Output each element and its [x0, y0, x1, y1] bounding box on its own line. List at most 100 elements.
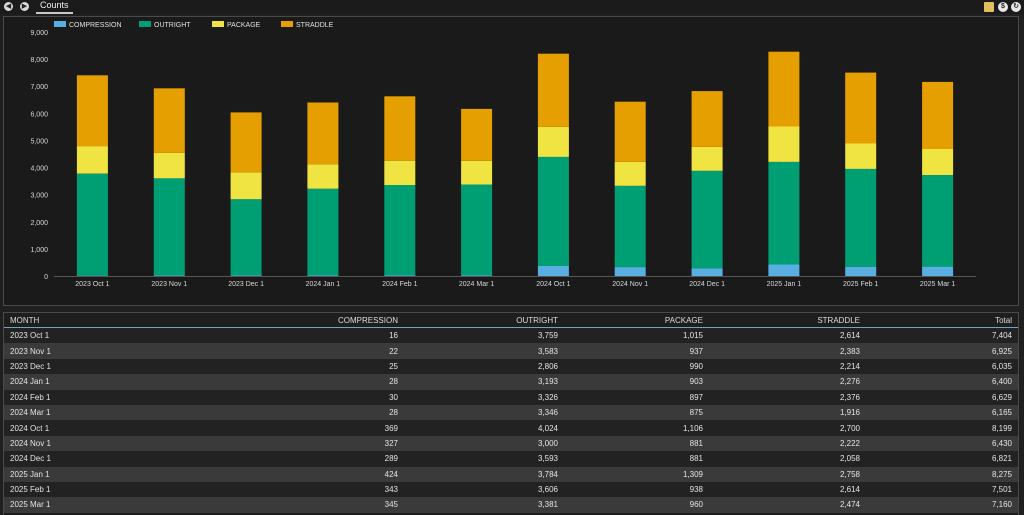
- bar-compression[interactable]: [845, 266, 877, 276]
- table-row[interactable]: 2025 Feb 1 343 3,606 938 2,614 7,501: [4, 481, 1018, 498]
- x-tick-label: 2025 Jan 1: [767, 281, 802, 288]
- cell-month: 2024 Mar 1: [4, 404, 194, 421]
- bar-straddle[interactable]: [922, 81, 954, 149]
- cell-value: 6,925: [866, 343, 1018, 359]
- legend-label-package[interactable]: PACKAGE: [227, 22, 261, 29]
- bar-compression[interactable]: [537, 266, 569, 276]
- settings-icon[interactable]: ↻: [1011, 2, 1021, 12]
- table-row[interactable]: 2024 Feb 1 30 3,326 897 2,376 6,629: [4, 389, 1018, 405]
- cell-value: 2,376: [709, 389, 866, 405]
- bar-outright[interactable]: [307, 188, 339, 276]
- cell-value: 2,276: [709, 374, 866, 390]
- table-row[interactable]: 2025 Jan 1 424 3,784 1,309 2,758 8,275: [4, 466, 1018, 482]
- bar-package[interactable]: [461, 160, 493, 185]
- cell-value: 1,015: [564, 327, 709, 344]
- table-row[interactable]: 2024 Dec 1 289 3,593 881 2,058 6,821: [4, 451, 1018, 467]
- prev-icon[interactable]: ◀: [4, 2, 13, 11]
- column-header-month[interactable]: MONTH: [4, 313, 194, 328]
- table-row[interactable]: 2023 Dec 1 25 2,806 990 2,214 6,035: [4, 358, 1018, 375]
- cell-month: 2023 Dec 1: [4, 358, 194, 375]
- bar-package[interactable]: [614, 161, 646, 186]
- column-header-compression[interactable]: COMPRESSION: [194, 313, 404, 328]
- bar-compression[interactable]: [922, 266, 954, 276]
- cell-month: 2023 Nov 1: [4, 343, 194, 359]
- legend-label-compression[interactable]: COMPRESSION: [69, 22, 122, 29]
- bar-package[interactable]: [230, 172, 262, 200]
- bar-package[interactable]: [691, 146, 723, 171]
- bar-outright[interactable]: [76, 173, 108, 276]
- bar-straddle[interactable]: [307, 102, 339, 165]
- bar-straddle[interactable]: [537, 53, 569, 127]
- bar-straddle[interactable]: [76, 75, 108, 147]
- cell-value: 28: [194, 374, 404, 390]
- bar-package[interactable]: [768, 126, 800, 162]
- bar-outright[interactable]: [768, 161, 800, 265]
- table-row[interactable]: 2024 Jan 1 28 3,193 903 2,276 6,400: [4, 374, 1018, 390]
- bar-straddle[interactable]: [461, 108, 493, 161]
- x-tick-label: 2024 Oct 1: [536, 281, 570, 288]
- bar-package[interactable]: [307, 164, 339, 189]
- tab-counts[interactable]: Counts: [36, 0, 73, 14]
- bar-package[interactable]: [76, 146, 108, 174]
- bar-compression[interactable]: [153, 275, 185, 276]
- cell-value: 345: [194, 497, 404, 513]
- cell-month: 2024 Dec 1: [4, 451, 194, 467]
- bar-outright[interactable]: [153, 178, 185, 276]
- bar-straddle[interactable]: [691, 91, 723, 147]
- legend-label-outright[interactable]: OUTRIGHT: [154, 22, 191, 29]
- table-row[interactable]: 2025 Mar 1 345 3,381 960 2,474 7,160: [4, 497, 1018, 513]
- cell-month: 2024 Jan 1: [4, 374, 194, 390]
- legend-label-straddle[interactable]: STRADDLE: [296, 22, 334, 29]
- column-header-outright[interactable]: OUTRIGHT: [404, 313, 564, 328]
- legend-swatch-straddle[interactable]: [281, 21, 293, 27]
- bar-outright[interactable]: [230, 199, 262, 276]
- cell-value: 960: [564, 497, 709, 513]
- table-row[interactable]: 2023 Oct 1 16 3,759 1,015 2,614 7,404: [4, 327, 1018, 344]
- cell-value: 3,193: [404, 374, 564, 390]
- bar-straddle[interactable]: [230, 112, 262, 173]
- column-header-package[interactable]: PACKAGE: [564, 313, 709, 328]
- table-row[interactable]: 2024 Oct 1 369 4,024 1,106 2,700 8,199: [4, 420, 1018, 436]
- x-tick-label: 2024 Feb 1: [382, 281, 418, 288]
- bar-outright[interactable]: [691, 170, 723, 269]
- document-icon[interactable]: [984, 2, 994, 12]
- column-header-total[interactable]: Total: [866, 313, 1018, 328]
- bar-outright[interactable]: [922, 175, 954, 267]
- legend-swatch-compression[interactable]: [54, 21, 66, 27]
- y-tick-label: 4,000: [30, 166, 48, 173]
- bar-outright[interactable]: [384, 185, 416, 276]
- bar-package[interactable]: [384, 160, 416, 185]
- bar-package[interactable]: [922, 149, 954, 175]
- column-header-straddle[interactable]: STRADDLE: [709, 313, 866, 328]
- table-row[interactable]: 2024 Nov 1 327 3,000 881 2,222 6,430: [4, 435, 1018, 452]
- bar-compression[interactable]: [384, 275, 416, 276]
- x-tick-label: 2024 Nov 1: [612, 281, 648, 288]
- bar-straddle[interactable]: [614, 101, 646, 162]
- cell-value: 6,629: [866, 389, 1018, 405]
- bar-outright[interactable]: [614, 185, 646, 268]
- bar-outright[interactable]: [845, 168, 877, 267]
- bar-package[interactable]: [845, 143, 877, 169]
- bar-compression[interactable]: [768, 264, 800, 277]
- bar-outright[interactable]: [461, 184, 493, 276]
- bar-compression[interactable]: [691, 268, 723, 276]
- table-row[interactable]: 2023 Nov 1 22 3,583 937 2,383 6,925: [4, 343, 1018, 359]
- table-row[interactable]: 2024 Mar 1 28 3,346 875 1,916 6,165: [4, 404, 1018, 421]
- bar-straddle[interactable]: [153, 88, 185, 153]
- next-icon[interactable]: ▶: [20, 2, 29, 11]
- bar-package[interactable]: [537, 126, 569, 157]
- bar-compression[interactable]: [614, 267, 646, 276]
- dollar-icon[interactable]: $: [998, 2, 1008, 12]
- y-tick-label: 1,000: [30, 247, 48, 254]
- bar-compression[interactable]: [230, 275, 262, 276]
- bar-compression[interactable]: [307, 275, 339, 276]
- bar-package[interactable]: [153, 152, 185, 179]
- legend-swatch-outright[interactable]: [139, 21, 151, 27]
- bar-straddle[interactable]: [768, 51, 800, 127]
- legend-swatch-package[interactable]: [212, 21, 224, 27]
- bar-straddle[interactable]: [384, 96, 416, 161]
- bar-compression[interactable]: [461, 275, 493, 276]
- bar-straddle[interactable]: [845, 72, 877, 144]
- cell-value: 3,346: [404, 404, 564, 421]
- bar-outright[interactable]: [537, 156, 569, 266]
